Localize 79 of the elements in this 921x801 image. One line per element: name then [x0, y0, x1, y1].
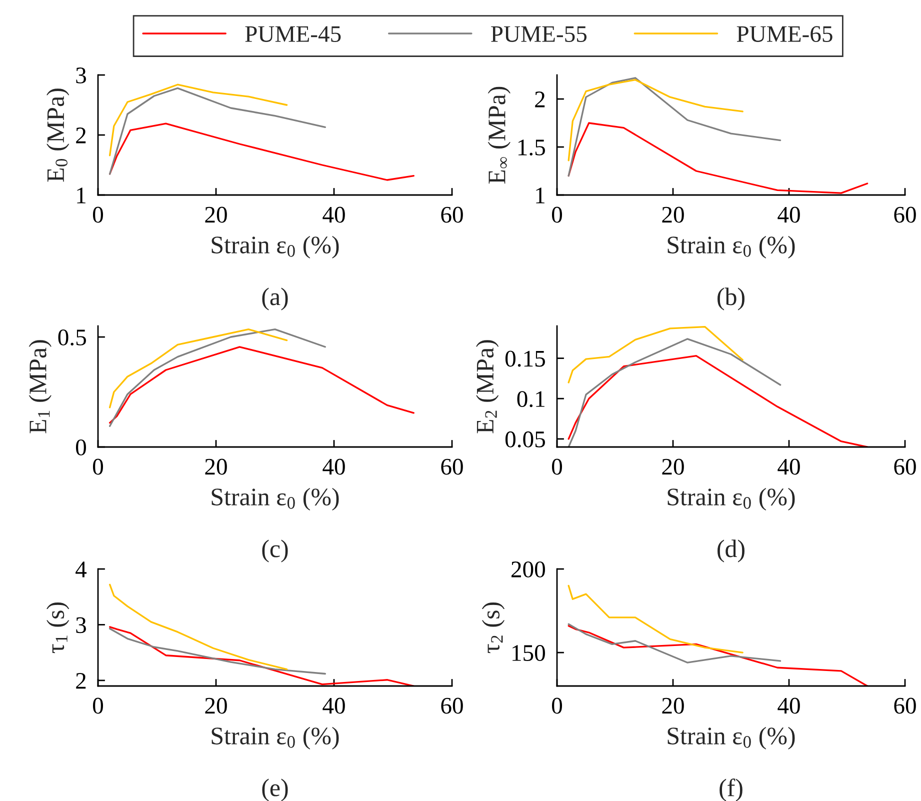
line-series — [108, 328, 326, 427]
x-axis-title: Strain ε$_{0}$ (%) — [668, 488, 795, 511]
y-axis-title: E$_{∞}$ (MPa) — [488, 86, 510, 184]
y-tick-label: 0.05 — [505, 431, 545, 448]
x-tick-label: 60 — [894, 698, 916, 714]
text: (f) — [720, 778, 742, 801]
x-axis-title: Strain ε$_{0}$ (%) — [668, 726, 795, 750]
y-axis-title: E$_{2}$ (MPa) — [476, 340, 499, 434]
x-tick-label: 40 — [322, 206, 345, 223]
y-tick-label: 3 — [76, 617, 86, 634]
line-series — [108, 328, 288, 408]
y-tick-label: 0.1 — [517, 391, 544, 408]
x-tick-label: 0 — [92, 458, 104, 475]
y-tick-label: 0.5 — [58, 329, 86, 346]
line-series — [568, 338, 782, 447]
legend-label: PUME-55 — [491, 26, 587, 42]
x-tick-label: 20 — [662, 458, 684, 475]
text: (a) — [262, 288, 288, 310]
text: (b) — [718, 288, 744, 310]
y-tick-label: 2 — [76, 672, 86, 689]
line-series — [108, 628, 326, 675]
y-tick-label: 0 — [76, 439, 86, 456]
x-tick-label: 40 — [778, 458, 800, 475]
y-tick-label: 2 — [535, 92, 545, 108]
text: (c) — [262, 540, 288, 562]
line-series — [108, 122, 414, 181]
x-tick-label: 20 — [205, 458, 227, 475]
y-tick-label: 1 — [77, 188, 86, 204]
y-tick-label: 3 — [76, 68, 86, 84]
x-tick-label: 0 — [552, 206, 562, 223]
y-tick-label: 150 — [512, 645, 545, 661]
text: (e) — [262, 778, 288, 801]
x-tick-label: 20 — [662, 206, 684, 223]
line-series — [568, 624, 868, 686]
x-tick-label: 60 — [441, 458, 463, 475]
line-series — [108, 584, 288, 670]
x-axis-title: Strain ε$_{0}$ (%) — [212, 236, 339, 259]
y-tick-label: 200 — [512, 561, 545, 578]
y-axis-title: E$_{1}$ (MPa) — [28, 340, 52, 434]
line-series — [108, 87, 326, 175]
line-series — [568, 122, 868, 194]
line-series — [568, 584, 744, 654]
y-axis-title: τ$_{1}$ (s) — [46, 602, 70, 654]
y-tick-label: 1.5 — [518, 140, 545, 156]
x-axis-title: Strain ε$_{0}$ (%) — [668, 236, 795, 259]
x-tick-label: 40 — [322, 458, 345, 475]
line-series — [568, 326, 744, 384]
legend-label: PUME-65 — [736, 26, 832, 42]
x-tick-label: 40 — [322, 698, 345, 714]
x-tick-label: 20 — [662, 698, 684, 714]
x-tick-label: 60 — [441, 698, 463, 714]
legend-label: PUME-45 — [245, 26, 341, 42]
x-tick-label: 60 — [441, 206, 463, 223]
x-tick-label: 60 — [894, 458, 916, 475]
x-tick-label: 60 — [894, 206, 916, 223]
line-series — [108, 626, 414, 686]
y-tick-label: 1 — [536, 188, 544, 204]
x-tick-label: 40 — [778, 206, 800, 223]
text: (d) — [718, 540, 744, 562]
line-series — [108, 84, 288, 156]
x-tick-label: 20 — [205, 698, 227, 714]
x-tick-label: 0 — [552, 458, 562, 475]
x-tick-label: 0 — [92, 206, 104, 223]
line-series — [568, 77, 782, 177]
line-series — [568, 623, 782, 664]
y-axis-title: E$_{0}$ (MPa) — [46, 88, 70, 182]
y-axis-title: τ$_{2}$ (s) — [482, 602, 505, 654]
y-tick-label: 4 — [76, 562, 87, 578]
x-axis-title: Strain ε$_{0}$ (%) — [212, 726, 339, 750]
x-tick-label: 40 — [778, 698, 800, 714]
x-tick-label: 0 — [92, 698, 104, 714]
x-tick-label: 20 — [205, 206, 227, 223]
line-series — [568, 78, 744, 162]
y-tick-label: 0.15 — [505, 350, 545, 367]
x-axis-title: Strain ε$_{0}$ (%) — [212, 488, 339, 511]
x-tick-label: 0 — [552, 698, 562, 714]
line-series — [568, 355, 868, 447]
line-series — [108, 346, 414, 424]
y-tick-label: 2 — [76, 128, 86, 144]
